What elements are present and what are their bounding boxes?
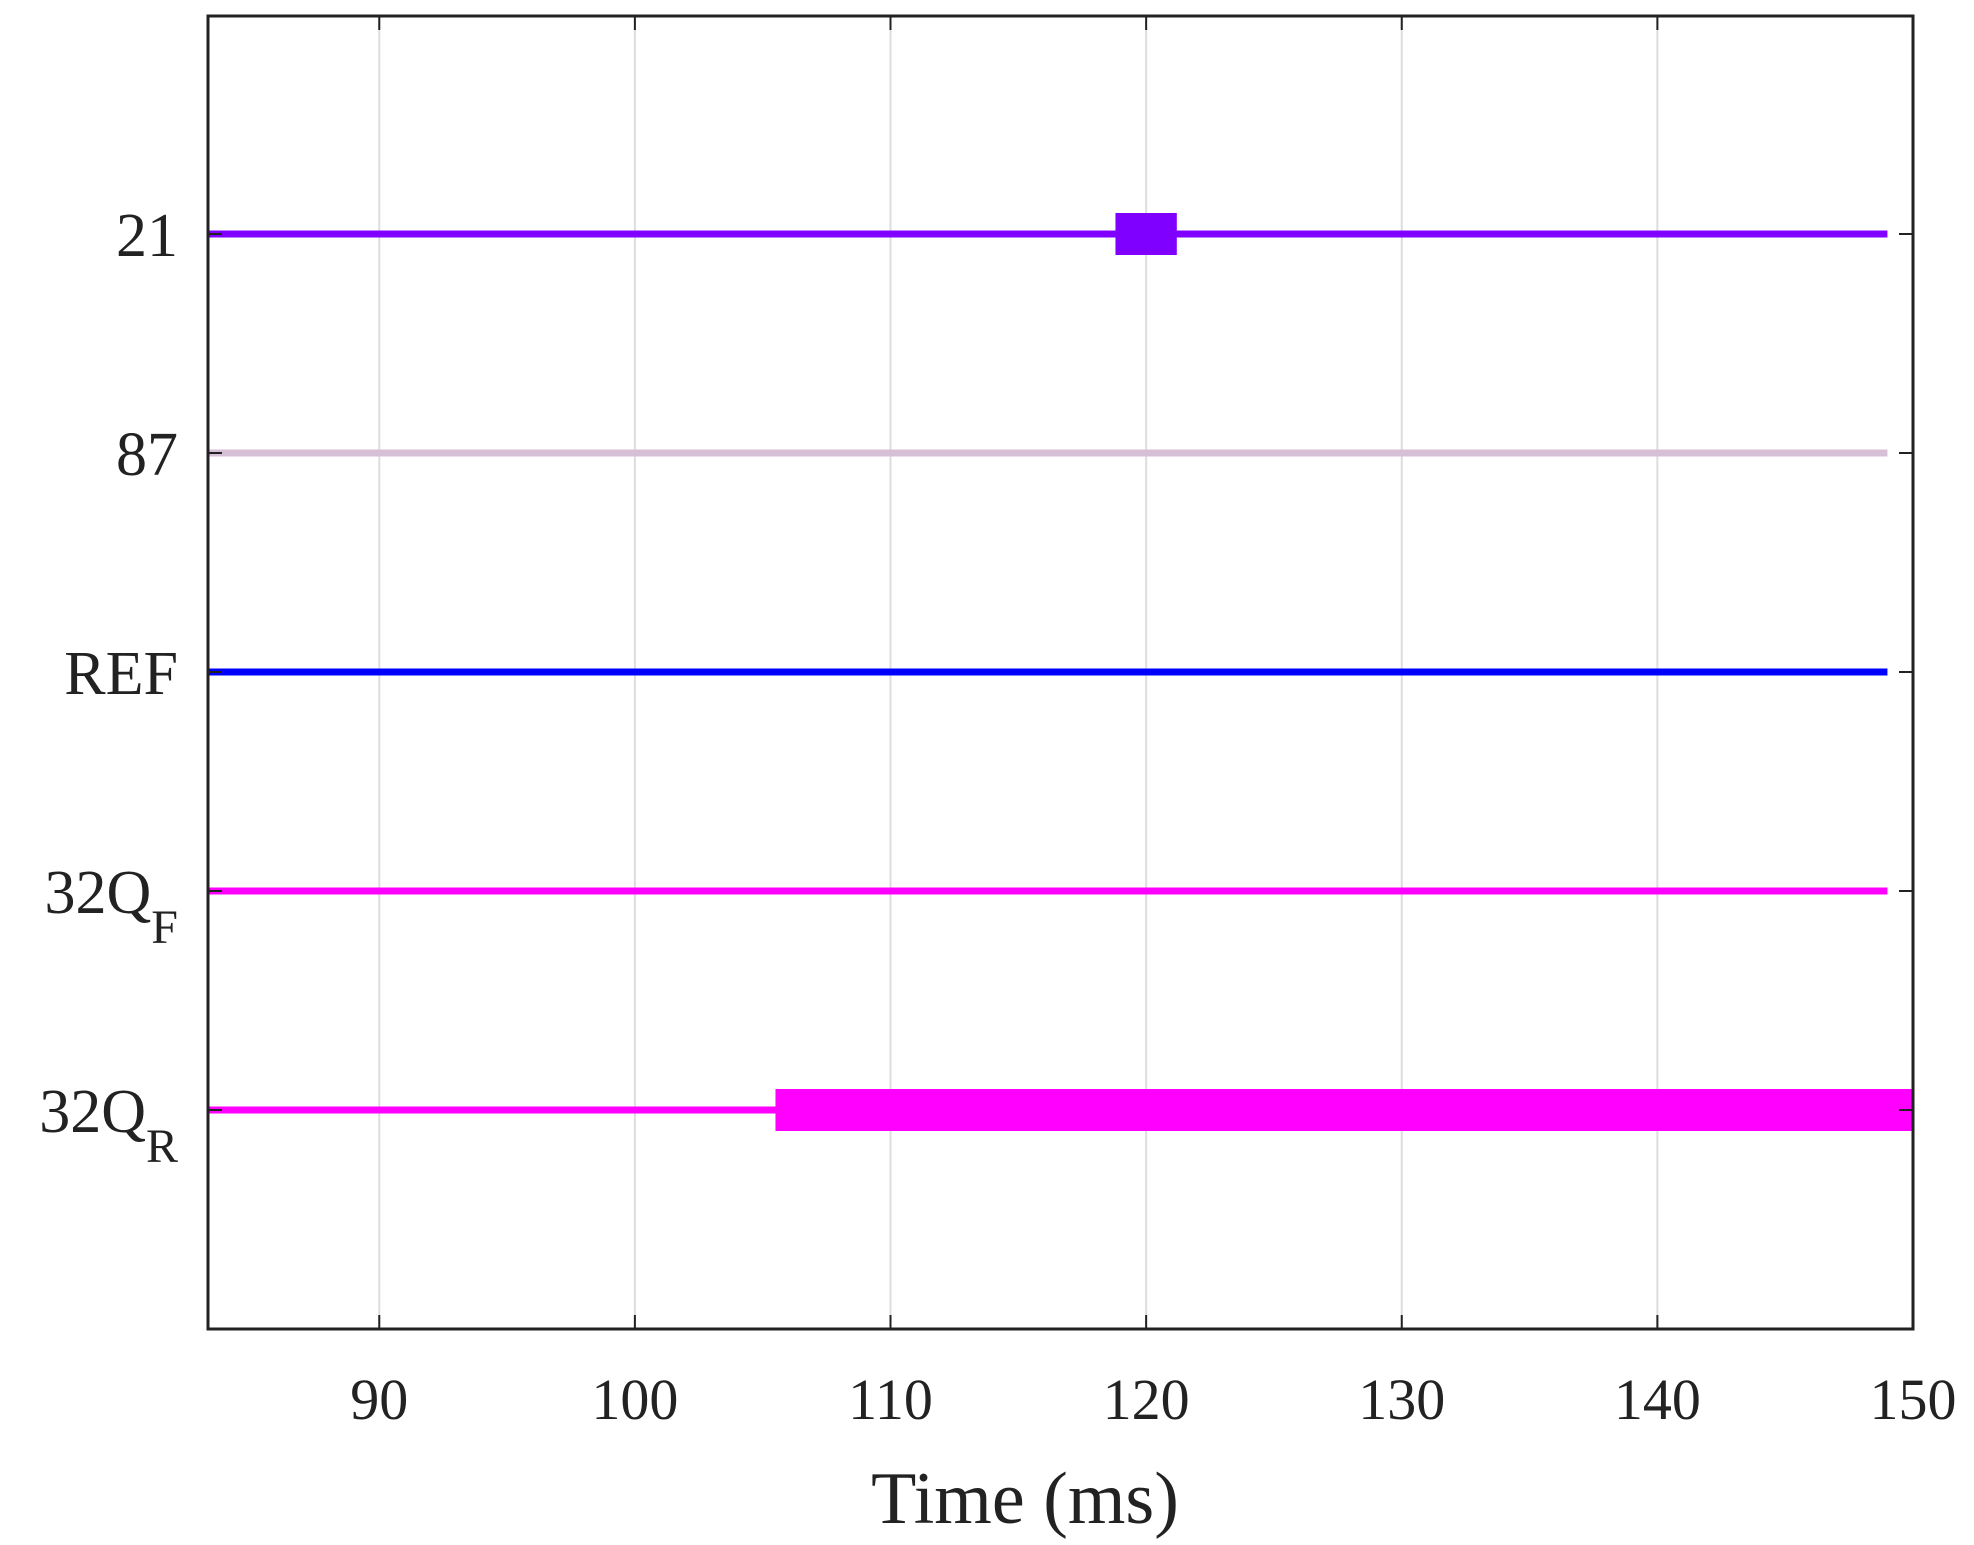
y-tick-label-text: 87 xyxy=(116,421,178,489)
active-interval xyxy=(1115,213,1177,255)
x-tick-label: 100 xyxy=(591,1367,678,1432)
axis-ticks xyxy=(208,16,1914,1329)
active-interval xyxy=(775,1089,1914,1131)
x-tick-label: 140 xyxy=(1614,1367,1701,1432)
signal-rows xyxy=(208,213,1914,1131)
x-tick-label: 90 xyxy=(350,1367,408,1432)
x-axis-title: Time (ms) xyxy=(871,1458,1179,1540)
y-tick-label-text: 32Q xyxy=(39,1078,146,1146)
y-tick-label: REF xyxy=(64,640,178,708)
y-tick-label-subscript: F xyxy=(151,901,178,954)
y-tick-label: 32QR xyxy=(39,1078,178,1173)
y-tick-label: 32QF xyxy=(45,859,178,954)
x-tick-label: 120 xyxy=(1103,1367,1190,1432)
x-tick-label: 130 xyxy=(1358,1367,1445,1432)
y-tick-label: 21 xyxy=(116,202,178,270)
y-tick-label-text: 21 xyxy=(116,202,178,270)
y-tick-label-text: REF xyxy=(64,640,178,708)
x-tick-label: 110 xyxy=(848,1367,933,1432)
y-tick-label-text: 32Q xyxy=(45,859,152,927)
y-tick-label: 87 xyxy=(116,421,178,489)
y-tick-label-subscript: R xyxy=(146,1120,178,1173)
x-tick-label: 150 xyxy=(1870,1367,1957,1432)
